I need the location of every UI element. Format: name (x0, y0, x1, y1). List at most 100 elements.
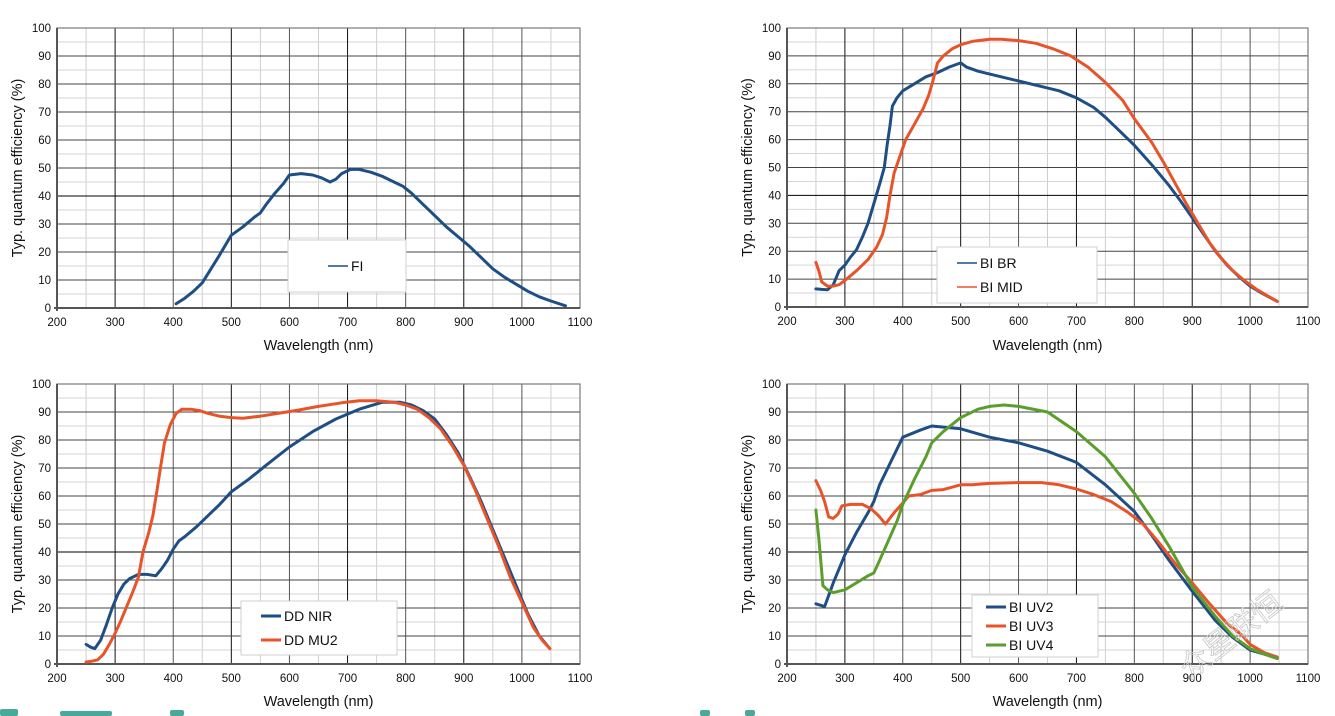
legend: BI BR BI MID (936, 246, 1098, 304)
x-tick-label: 900 (1183, 673, 1202, 685)
y-tick-label: 70 (38, 463, 51, 475)
x-tick-label: 800 (396, 673, 415, 685)
y-tick-label: 30 (768, 218, 781, 230)
legend-label: BI UV4 (1009, 637, 1054, 653)
y-tick-label: 80 (38, 435, 51, 447)
x-tick-label: 300 (106, 317, 125, 329)
y-tick-label: 40 (768, 190, 781, 202)
series-line-dd-mu2 (84, 399, 552, 664)
x-tick-label: 500 (951, 673, 970, 685)
x-tick-label: 200 (777, 673, 796, 685)
x-tick-label: 1100 (1296, 316, 1321, 328)
y-tick-label: 0 (45, 659, 51, 671)
y-axis-label: Typ. quantum efficiency (%) (10, 79, 26, 258)
legend-label: BI BR (980, 255, 1017, 271)
y-tick-label: 30 (38, 219, 51, 231)
y-axis-label: Typ. quantum efficiency (%) (740, 78, 756, 257)
cropped-heading-fragment (170, 710, 184, 716)
x-axis-label: Wavelength (nm) (264, 694, 374, 710)
y-tick-label: 50 (768, 519, 781, 531)
legend-label: DD MU2 (284, 632, 338, 648)
x-tick-label: 500 (222, 317, 241, 329)
legend: BI UV2 BI UV3 BI UV4 (971, 594, 1099, 658)
x-tick-label: 300 (835, 316, 854, 328)
y-tick-label: 0 (775, 659, 781, 671)
legend-label: DD NIR (284, 608, 332, 624)
legend-label: BI UV3 (1009, 618, 1054, 634)
x-tick-label: 800 (396, 317, 415, 329)
x-tick-label: 500 (951, 316, 970, 328)
cropped-heading-fragment (745, 710, 755, 716)
x-tick-label: 600 (280, 673, 299, 685)
y-tick-label: 100 (762, 379, 781, 391)
y-tick-label: 20 (38, 247, 51, 259)
y-tick-label: 50 (38, 163, 51, 175)
y-tick-label: 70 (768, 107, 781, 119)
x-tick-label: 700 (338, 317, 357, 329)
x-tick-label: 900 (454, 317, 473, 329)
x-tick-label: 400 (893, 316, 912, 328)
x-tick-label: 1000 (509, 673, 535, 685)
legend-label: BI MID (980, 279, 1023, 295)
x-tick-label: 400 (893, 673, 912, 685)
y-tick-label: 50 (38, 519, 51, 531)
y-tick-label: 40 (38, 191, 51, 203)
y-axis-label: Typ. quantum efficiency (%) (10, 435, 26, 614)
y-tick-label: 10 (768, 274, 781, 286)
y-tick-label: 40 (38, 547, 51, 559)
y-tick-label: 90 (768, 407, 781, 419)
y-tick-label: 90 (768, 51, 781, 63)
x-tick-label: 900 (454, 673, 473, 685)
series-line-bi-br (814, 61, 1279, 303)
x-tick-label: 200 (47, 317, 66, 329)
series-line-fi (174, 167, 567, 308)
x-tick-label: 1100 (1296, 673, 1321, 685)
legend-label: BI UV2 (1009, 599, 1054, 615)
x-tick-label: 1000 (509, 317, 535, 329)
y-tick-label: 80 (38, 79, 51, 91)
x-axis-label: Wavelength (nm) (264, 338, 374, 354)
x-tick-label: 600 (1009, 316, 1028, 328)
cropped-heading-fragment (700, 710, 710, 716)
grid (787, 384, 1308, 664)
y-tick-label: 50 (768, 163, 781, 175)
legend-box (240, 600, 398, 656)
y-tick-label: 10 (38, 275, 51, 287)
cropped-heading-fragment (60, 711, 112, 716)
x-tick-label: 400 (164, 673, 183, 685)
legend: DD NIR DD MU2 (240, 600, 398, 656)
y-tick-label: 20 (768, 603, 781, 615)
x-tick-label: 600 (1009, 673, 1028, 685)
y-tick-label: 80 (768, 79, 781, 91)
chart-dd-nir-mu2: 0 10 20 30 40 50 60 70 80 90 100 200 300 400 500 600 700… (10, 379, 592, 710)
chart-bi-br-mid: 0 10 20 30 40 50 60 70 80 90 100 200 300 400 500 600 700… (740, 23, 1320, 354)
x-tick-label: 600 (280, 317, 299, 329)
x-tick-label: 700 (1067, 673, 1086, 685)
y-tick-label: 30 (768, 575, 781, 587)
series-line-bi-mid (814, 37, 1279, 303)
y-tick-label: 20 (768, 246, 781, 258)
y-tick-label: 60 (38, 135, 51, 147)
x-tick-label: 700 (338, 673, 357, 685)
x-tick-label: 800 (1125, 316, 1144, 328)
y-tick-label: 60 (768, 135, 781, 147)
y-tick-label: 100 (32, 23, 51, 35)
y-tick-label: 70 (38, 107, 51, 119)
y-tick-label: 20 (38, 603, 51, 615)
x-tick-label: 400 (164, 317, 183, 329)
y-tick-label: 100 (762, 23, 781, 35)
series-line-bi-uv4 (814, 403, 1279, 660)
y-tick-label: 70 (768, 463, 781, 475)
x-tick-label: 900 (1183, 316, 1202, 328)
x-tick-label: 1100 (568, 317, 593, 329)
y-tick-label: 100 (32, 379, 51, 391)
x-tick-label: 300 (835, 673, 854, 685)
y-tick-label: 0 (45, 303, 51, 315)
y-tick-label: 80 (768, 435, 781, 447)
cropped-heading-fragment (0, 709, 18, 716)
x-axis-label: Wavelength (nm) (993, 694, 1103, 710)
y-tick-label: 90 (38, 51, 51, 63)
x-tick-label: 500 (222, 673, 241, 685)
x-tick-label: 300 (106, 673, 125, 685)
